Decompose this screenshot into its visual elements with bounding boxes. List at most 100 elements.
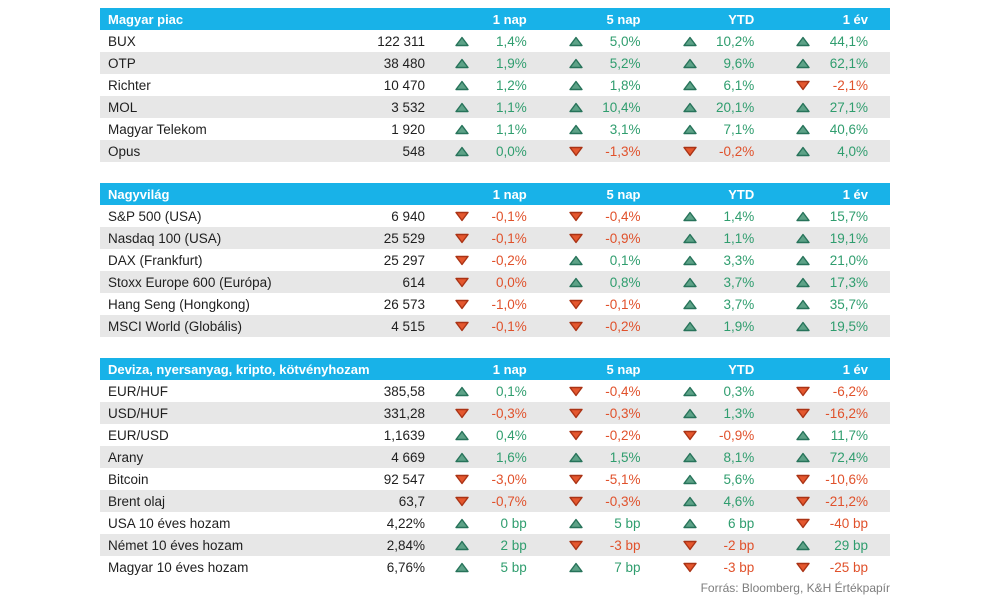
- change-value: 8,1%: [723, 449, 755, 465]
- up-arrow-icon: [776, 255, 812, 266]
- column-header: YTD: [728, 11, 755, 27]
- change-value: 1,4%: [495, 33, 527, 49]
- down-arrow-icon: [549, 211, 585, 222]
- change-value: -0,2%: [605, 427, 641, 443]
- change-value: 3,3%: [723, 252, 755, 268]
- change-value: 1,1%: [723, 230, 755, 246]
- up-arrow-icon: [776, 540, 812, 551]
- change-value: -40 bp: [829, 515, 868, 531]
- up-arrow-icon: [776, 124, 812, 135]
- up-arrow-icon: [549, 255, 585, 266]
- change-value: -3,0%: [491, 471, 527, 487]
- up-arrow-icon: [663, 36, 699, 47]
- up-arrow-icon: [663, 321, 699, 332]
- change-value: 9,6%: [723, 55, 755, 71]
- change-value: 1,8%: [609, 77, 641, 93]
- change-value: 15,7%: [829, 208, 868, 224]
- table-header: Deviza, nyersanyag, kripto, kötvényhozam…: [100, 358, 890, 380]
- down-arrow-icon: [663, 540, 699, 551]
- change-value: -16,2%: [825, 405, 868, 421]
- change-value: 6 bp: [727, 515, 755, 531]
- up-arrow-icon: [663, 518, 699, 529]
- change-value: -3 bp: [723, 559, 755, 575]
- up-arrow-icon: [549, 102, 585, 113]
- down-arrow-icon: [435, 211, 471, 222]
- change-value: -10,6%: [825, 471, 868, 487]
- down-arrow-icon: [776, 80, 812, 91]
- change-value: 1,1%: [495, 121, 527, 137]
- up-arrow-icon: [663, 386, 699, 397]
- table-row: DAX (Frankfurt) 25 297 -0,2% 0,1% 3,3% 21,0%: [100, 249, 890, 271]
- table-row: Arany 4 669 1,6% 1,5% 8,1% 72,4%: [100, 446, 890, 468]
- up-arrow-icon: [435, 430, 471, 441]
- down-arrow-icon: [435, 233, 471, 244]
- up-arrow-icon: [435, 102, 471, 113]
- change-value: 1,2%: [495, 77, 527, 93]
- table-row: Magyar Telekom 1 920 1,1% 3,1% 7,1% 40,6%: [100, 118, 890, 140]
- instrument-value: 385,58: [383, 383, 425, 399]
- down-arrow-icon: [776, 408, 812, 419]
- change-value: -2 bp: [723, 537, 755, 553]
- change-value: -0,9%: [718, 427, 755, 443]
- instrument-name: DAX (Frankfurt): [108, 252, 203, 268]
- change-value: -0,1%: [491, 208, 527, 224]
- up-arrow-icon: [776, 452, 812, 463]
- instrument-name: BUX: [108, 33, 136, 49]
- instrument-name: Magyar 10 éves hozam: [108, 559, 249, 575]
- table-row: S&P 500 (USA) 6 940 -0,1% -0,4% 1,4% 15,7%: [100, 205, 890, 227]
- down-arrow-icon: [549, 299, 585, 310]
- down-arrow-icon: [435, 255, 471, 266]
- column-header: 5 nap: [606, 11, 641, 27]
- change-value: 0,3%: [723, 383, 755, 399]
- instrument-name: Stoxx Europe 600 (Európa): [108, 274, 272, 290]
- up-arrow-icon: [549, 58, 585, 69]
- instrument-name: Német 10 éves hozam: [108, 537, 244, 553]
- up-arrow-icon: [549, 562, 585, 573]
- change-value: 19,1%: [829, 230, 868, 246]
- down-arrow-icon: [549, 474, 585, 485]
- change-value: 1,1%: [495, 99, 527, 115]
- up-arrow-icon: [435, 562, 471, 573]
- up-arrow-icon: [435, 540, 471, 551]
- instrument-value: 6 940: [391, 208, 425, 224]
- table-row: USA 10 éves hozam 4,22% 0 bp 5 bp 6 bp -40 bp: [100, 512, 890, 534]
- change-value: 11,7%: [830, 427, 868, 443]
- up-arrow-icon: [549, 452, 585, 463]
- change-value: 3,7%: [723, 274, 755, 290]
- table-row: MOL 3 532 1,1% 10,4% 20,1% 27,1%: [100, 96, 890, 118]
- column-header: 1 év: [842, 361, 868, 377]
- change-value: -0,2%: [718, 143, 755, 159]
- instrument-value: 1 920: [391, 121, 425, 137]
- change-value: 2 bp: [500, 537, 527, 553]
- change-value: -5,1%: [605, 471, 641, 487]
- instrument-value: 25 529: [383, 230, 425, 246]
- down-arrow-icon: [435, 474, 471, 485]
- section-title: Magyar piac: [108, 11, 184, 27]
- down-arrow-icon: [549, 233, 585, 244]
- up-arrow-icon: [776, 58, 812, 69]
- change-value: 0,1%: [609, 252, 641, 268]
- change-value: 0,1%: [495, 383, 527, 399]
- change-value: 4,0%: [837, 143, 868, 159]
- up-arrow-icon: [776, 36, 812, 47]
- change-value: -0,3%: [605, 405, 641, 421]
- change-value: -0,3%: [605, 493, 641, 509]
- change-value: 62,1%: [829, 55, 868, 71]
- up-arrow-icon: [549, 36, 585, 47]
- table-row: EUR/HUF 385,58 0,1% -0,4% 0,3% -6,2%: [100, 380, 890, 402]
- column-header: 1 nap: [492, 11, 527, 27]
- up-arrow-icon: [663, 452, 699, 463]
- market-table-1: Magyar piac 1 nap 5 nap YTD 1 év BUX 122 311 1,…: [100, 8, 890, 162]
- up-arrow-icon: [663, 408, 699, 419]
- column-header: YTD: [728, 186, 755, 202]
- down-arrow-icon: [663, 146, 699, 157]
- change-value: 1,9%: [495, 55, 527, 71]
- instrument-name: Richter: [108, 77, 151, 93]
- change-value: 6,1%: [723, 77, 755, 93]
- table-row: Nasdaq 100 (USA) 25 529 -0,1% -0,9% 1,1% 19,1…: [100, 227, 890, 249]
- table-header: Nagyvilág 1 nap 5 nap YTD 1 év: [100, 183, 890, 205]
- instrument-value: 25 297: [383, 252, 425, 268]
- down-arrow-icon: [663, 430, 699, 441]
- column-header: 5 nap: [606, 361, 641, 377]
- change-value: 29 bp: [834, 537, 868, 553]
